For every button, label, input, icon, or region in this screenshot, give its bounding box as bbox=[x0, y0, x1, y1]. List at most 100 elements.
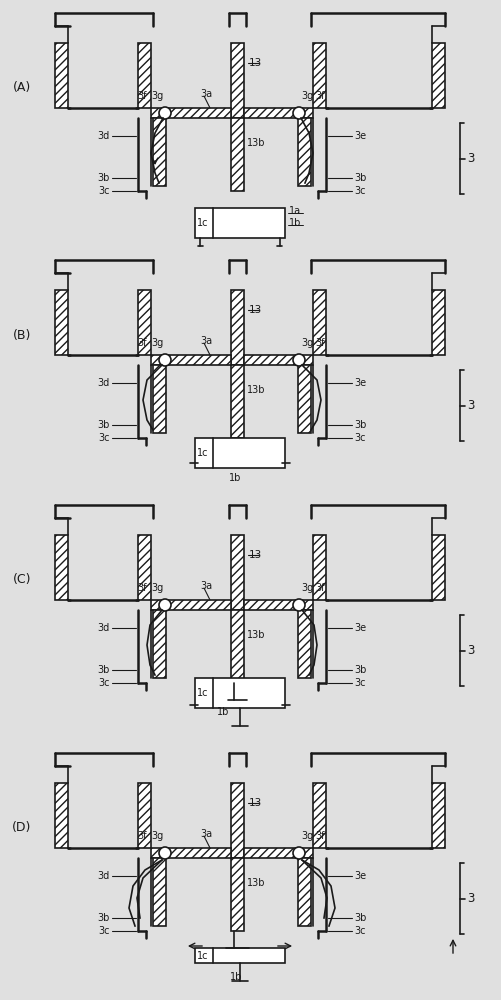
Text: 3f: 3f bbox=[314, 91, 324, 101]
Bar bbox=[230, 290, 243, 365]
Text: 3c: 3c bbox=[353, 186, 365, 196]
Text: 3f: 3f bbox=[137, 338, 146, 348]
Text: 13b: 13b bbox=[246, 385, 265, 395]
Text: 3g: 3g bbox=[301, 338, 313, 348]
Bar bbox=[153, 610, 166, 678]
Text: 3c: 3c bbox=[98, 433, 110, 443]
Bar bbox=[243, 848, 313, 858]
Text: 13b: 13b bbox=[246, 138, 265, 148]
Bar bbox=[138, 535, 151, 600]
Bar bbox=[230, 43, 243, 118]
Text: 3b: 3b bbox=[97, 913, 110, 923]
Text: 3d: 3d bbox=[98, 871, 110, 881]
Text: 3b: 3b bbox=[97, 665, 110, 675]
Text: 13: 13 bbox=[248, 798, 262, 808]
Bar bbox=[431, 43, 444, 108]
Text: 3c: 3c bbox=[353, 433, 365, 443]
Circle shape bbox=[293, 847, 305, 859]
Text: 3c: 3c bbox=[353, 678, 365, 688]
Text: 3e: 3e bbox=[353, 623, 365, 633]
Text: 13b: 13b bbox=[246, 630, 265, 640]
Text: 3b: 3b bbox=[353, 913, 366, 923]
Text: 3d: 3d bbox=[98, 131, 110, 141]
Bar bbox=[298, 858, 311, 926]
Text: 3d: 3d bbox=[98, 378, 110, 388]
Bar bbox=[153, 118, 166, 186]
Text: 13b: 13b bbox=[246, 878, 265, 888]
Text: 3g: 3g bbox=[301, 91, 313, 101]
Text: 3a: 3a bbox=[199, 829, 212, 839]
Bar bbox=[153, 858, 166, 926]
Bar bbox=[194, 438, 285, 468]
Text: 3c: 3c bbox=[98, 186, 110, 196]
Text: 1b: 1b bbox=[229, 972, 241, 982]
Text: 3g: 3g bbox=[151, 91, 163, 101]
Bar bbox=[194, 678, 285, 708]
Bar bbox=[230, 858, 243, 931]
Text: 1b: 1b bbox=[228, 473, 240, 483]
Text: (B): (B) bbox=[13, 328, 31, 342]
Text: 3g: 3g bbox=[151, 831, 163, 841]
Text: 3f: 3f bbox=[314, 338, 324, 348]
Bar bbox=[230, 118, 243, 191]
Text: 3g: 3g bbox=[151, 583, 163, 593]
Bar bbox=[151, 108, 230, 118]
Bar bbox=[55, 535, 68, 600]
Bar bbox=[431, 290, 444, 355]
Bar bbox=[138, 783, 151, 848]
Text: 3f: 3f bbox=[137, 91, 146, 101]
Text: 3f: 3f bbox=[314, 831, 324, 841]
Text: 3e: 3e bbox=[353, 378, 365, 388]
Text: 3b: 3b bbox=[97, 420, 110, 430]
Bar bbox=[313, 783, 325, 848]
Bar bbox=[243, 600, 313, 610]
Bar bbox=[230, 783, 243, 858]
Text: 3: 3 bbox=[466, 152, 473, 165]
Text: 3f: 3f bbox=[137, 583, 146, 593]
Text: 3e: 3e bbox=[353, 871, 365, 881]
Bar bbox=[153, 365, 166, 433]
Text: (C): (C) bbox=[13, 574, 31, 586]
Bar bbox=[55, 783, 68, 848]
Text: 13: 13 bbox=[248, 305, 262, 315]
Bar bbox=[230, 535, 243, 610]
Bar bbox=[194, 208, 285, 238]
Text: 3b: 3b bbox=[353, 420, 366, 430]
Bar bbox=[230, 610, 243, 683]
Bar bbox=[138, 43, 151, 108]
Text: 3f: 3f bbox=[314, 583, 324, 593]
Text: 1c: 1c bbox=[196, 951, 208, 961]
Circle shape bbox=[293, 107, 305, 119]
Bar bbox=[298, 610, 311, 678]
Circle shape bbox=[159, 599, 171, 611]
Text: 1a: 1a bbox=[289, 206, 301, 216]
Text: 3d: 3d bbox=[98, 623, 110, 633]
Text: 1c: 1c bbox=[196, 448, 208, 458]
Text: 3b: 3b bbox=[97, 173, 110, 183]
Bar bbox=[313, 290, 325, 355]
Bar bbox=[243, 108, 313, 118]
Bar bbox=[151, 355, 230, 365]
Text: 1b: 1b bbox=[216, 707, 229, 717]
Text: 1c: 1c bbox=[196, 218, 208, 228]
Bar bbox=[431, 535, 444, 600]
Bar bbox=[313, 43, 325, 108]
Bar bbox=[138, 290, 151, 355]
Text: (D): (D) bbox=[13, 822, 32, 834]
Bar bbox=[194, 948, 285, 963]
Bar bbox=[55, 43, 68, 108]
Circle shape bbox=[293, 599, 305, 611]
Bar bbox=[243, 355, 313, 365]
Bar bbox=[230, 365, 243, 438]
Circle shape bbox=[159, 354, 171, 366]
Text: 3: 3 bbox=[466, 399, 473, 412]
Circle shape bbox=[293, 354, 305, 366]
Circle shape bbox=[159, 847, 171, 859]
Text: 13: 13 bbox=[248, 550, 262, 560]
Text: 3g: 3g bbox=[151, 338, 163, 348]
Bar bbox=[313, 535, 325, 600]
Circle shape bbox=[159, 107, 171, 119]
Text: 3c: 3c bbox=[98, 678, 110, 688]
Text: (A): (A) bbox=[13, 82, 31, 95]
Text: 3a: 3a bbox=[199, 581, 212, 591]
